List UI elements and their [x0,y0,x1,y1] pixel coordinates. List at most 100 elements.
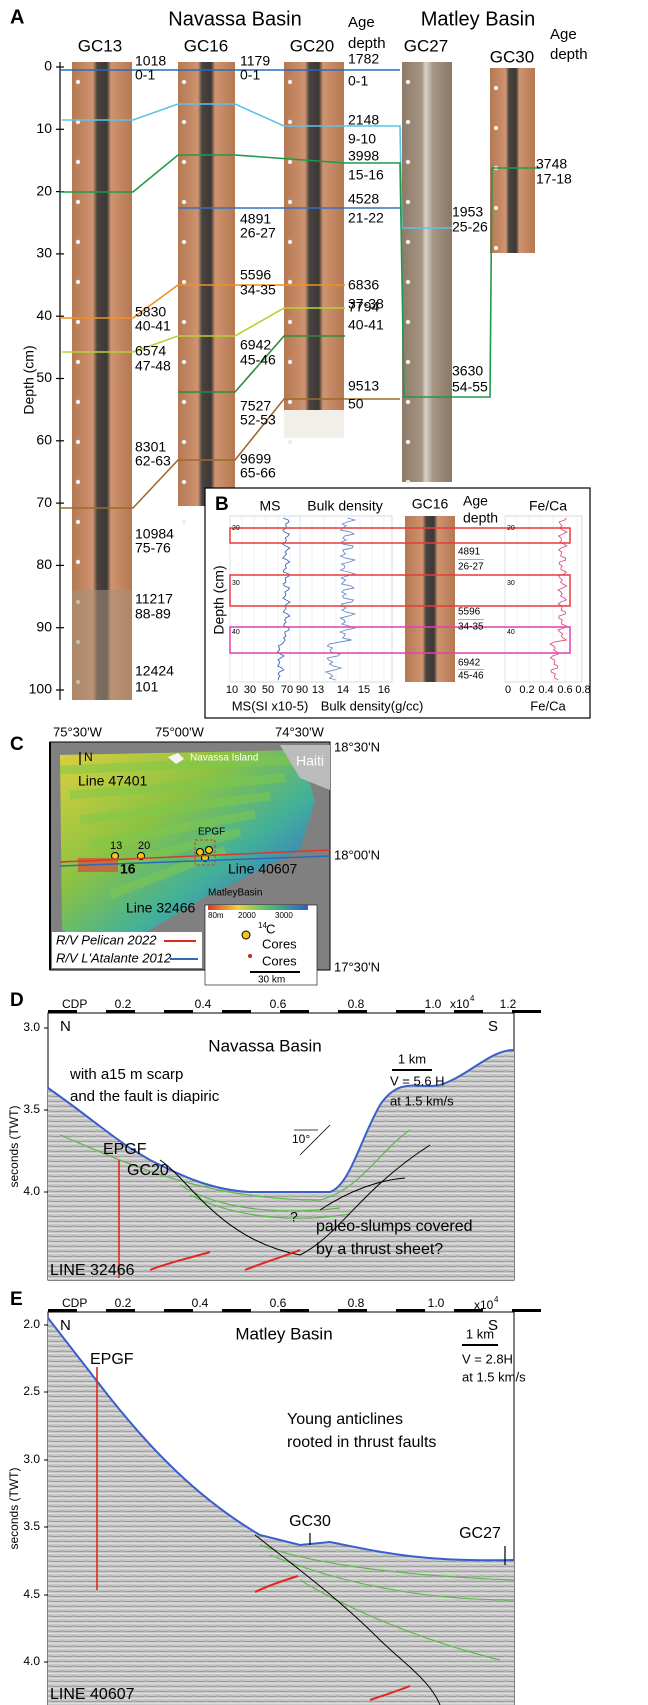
y-tick-label: 3.0 [23,1452,40,1466]
correlation-line [62,307,345,353]
seismic-fill [48,1050,514,1280]
axis-multiplier: 4 [494,1295,499,1304]
core-hole [75,479,81,485]
x-tick-label: 0.4 [538,684,553,696]
x-tick-label: 0.2 [519,684,534,696]
legend-marker [241,930,251,940]
sample-age: 3998 [348,148,379,164]
core-hole [181,319,187,325]
depth-tick-label: 20 [36,182,52,198]
basin-title: Navassa Basin [168,8,301,30]
column-header: GC16 [412,496,449,512]
core-hole [405,79,411,85]
core-image [284,62,344,438]
y-tick-label: 4.0 [23,1184,40,1198]
depth-tick-label: 30 [36,245,52,261]
y-tick-label: 2.0 [23,1317,40,1331]
axis-title: CDP [62,1296,87,1310]
sample-age: 7794 [348,299,379,315]
age-header: depth [550,46,588,63]
depth-colorbar [208,905,308,910]
fault-label: EPGF [90,1351,134,1368]
panel-letter: D [10,990,24,1011]
annotation: Young anticlines [287,1411,403,1428]
sample-depth: 101 [135,679,159,695]
ruler-block [164,1309,193,1312]
thrust [149,1251,211,1271]
sample-age: 1018 [135,53,166,69]
ruler-block [106,1309,135,1312]
interval-box [229,626,571,654]
ruler-block [222,1309,251,1312]
core-hole [75,319,81,325]
sample-depth: 50 [348,396,364,412]
x-tick-label: 0.8 [348,997,365,1011]
dip-ref [299,1124,331,1156]
core-hole [405,439,411,445]
core-hole [181,479,187,485]
core-name: GC13 [78,36,122,55]
depth-tick-label: 10 [36,120,52,136]
scale-label: 1 km [466,1326,494,1341]
age-header: Age [550,26,577,43]
horizon [189,1194,351,1219]
ruler-block [48,1309,77,1312]
ruler-block [512,1010,541,1013]
sample-depth: 52-53 [240,412,276,428]
core-id: 16 [120,861,136,877]
correlation-line [60,398,400,509]
axis-title: CDP [62,997,87,1011]
y-tick-label: 4.0 [23,1654,40,1668]
colorbar-label: 2000 [238,911,256,920]
compass-label: N [60,1317,71,1334]
axis-title: Fe/Ca [530,698,566,713]
thrust [369,1685,411,1701]
ruler-block [338,1010,367,1013]
line-label: Line 40607 [228,861,298,877]
x-tick-label: 0.8 [348,1296,365,1310]
x-tick-label: 0.2 [115,1296,132,1310]
core-hole [405,279,411,285]
core-hole [181,279,187,285]
sample-depth: 17-18 [536,171,572,187]
core-hole [181,79,187,85]
survey-swath [79,791,271,825]
depth-tick-label: 30 [507,580,515,587]
ruler-block [396,1309,425,1312]
y-tick-label: 3.0 [23,1020,40,1034]
column-header: depth [463,510,498,526]
sample-age: 8301 [135,439,166,455]
core-hole [287,159,293,165]
sample-depth: 88-89 [135,606,171,622]
ruler-block [106,1010,135,1013]
sample-age: 6942 [458,658,481,669]
cruise-legend [52,932,202,968]
depth-tick-label: 20 [232,525,240,532]
core-image [402,62,452,482]
compass-label: S [488,1018,498,1035]
scale-label: at 1.5 km/s [390,1093,454,1108]
longitude-label: 75°30'W [53,724,103,739]
horizon [259,1544,515,1581]
slump-outline [159,1144,431,1256]
section-title: Navassa Basin [208,1036,321,1055]
sample-depth: 45-46 [458,671,484,682]
annotation: with a15 m scarp [69,1066,183,1083]
x-tick-label: 1.2 [500,997,517,1011]
core-hole [75,279,81,285]
core-hole [287,239,293,245]
track-line [59,855,331,867]
y-tick-label: 2.5 [23,1384,40,1398]
age-header: Age [348,14,375,31]
sample-depth: 75-76 [135,540,171,556]
seismic-fill [48,1318,514,1705]
core-hole [493,245,499,251]
core-end [284,410,344,438]
basin-title: Matley Basin [421,8,536,30]
place-label: Navassa Island [190,753,258,764]
x-tick-label: 14 [337,684,349,696]
annotation: and the fault is diapiric [70,1088,220,1105]
depth-tick-label: 70 [36,494,52,510]
core-hole [493,85,499,91]
